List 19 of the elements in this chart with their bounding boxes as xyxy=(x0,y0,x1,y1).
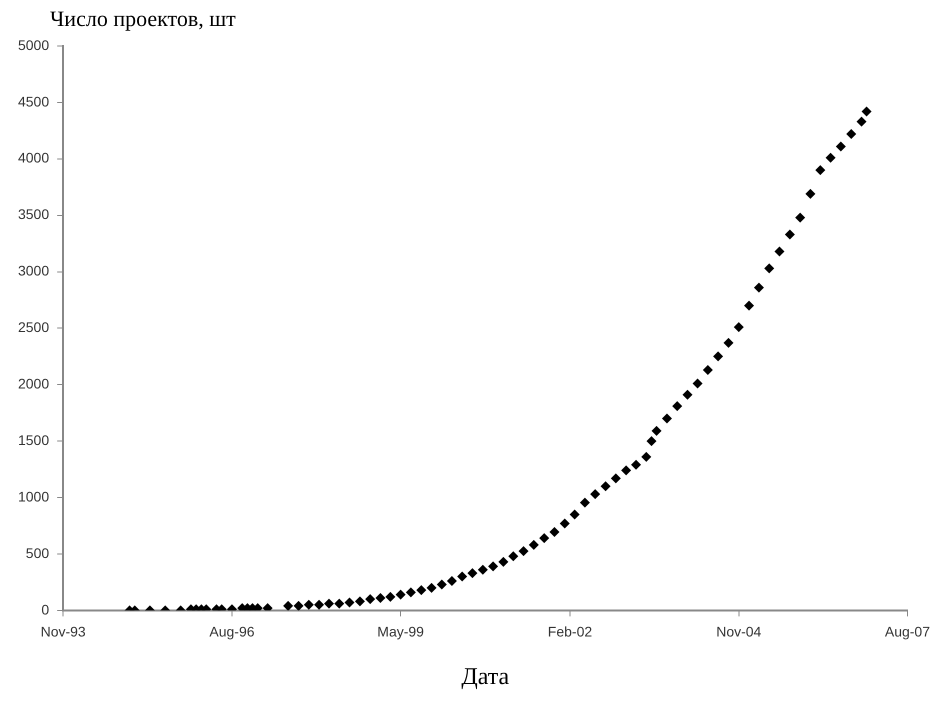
y-tick-label: 4000 xyxy=(18,150,50,166)
y-tick-label: 3500 xyxy=(18,206,50,222)
x-tick-label: Feb-02 xyxy=(548,624,592,640)
y-tick-label: 3000 xyxy=(18,262,50,279)
x-axis-title: Дата xyxy=(461,664,510,690)
x-tick-label: Nov-04 xyxy=(716,624,762,640)
x-tick-label: May-99 xyxy=(377,624,424,640)
y-tick-label: 1500 xyxy=(18,432,50,448)
y-tick-label: 0 xyxy=(41,601,50,618)
y-tick-label: 2500 xyxy=(18,319,50,336)
x-tick-label: Aug-07 xyxy=(884,624,930,640)
y-tick-label: 5000 xyxy=(18,36,50,53)
x-tick-label: Aug-96 xyxy=(209,624,255,640)
y-tick-label: 4500 xyxy=(18,93,50,110)
x-tick-label: Nov-93 xyxy=(40,624,86,640)
y-axis-title: Число проектов, шт xyxy=(50,6,236,32)
y-tick-label: 1000 xyxy=(18,488,50,504)
y-tick-label: 2000 xyxy=(18,376,50,392)
y-tick-label: 500 xyxy=(26,544,50,561)
